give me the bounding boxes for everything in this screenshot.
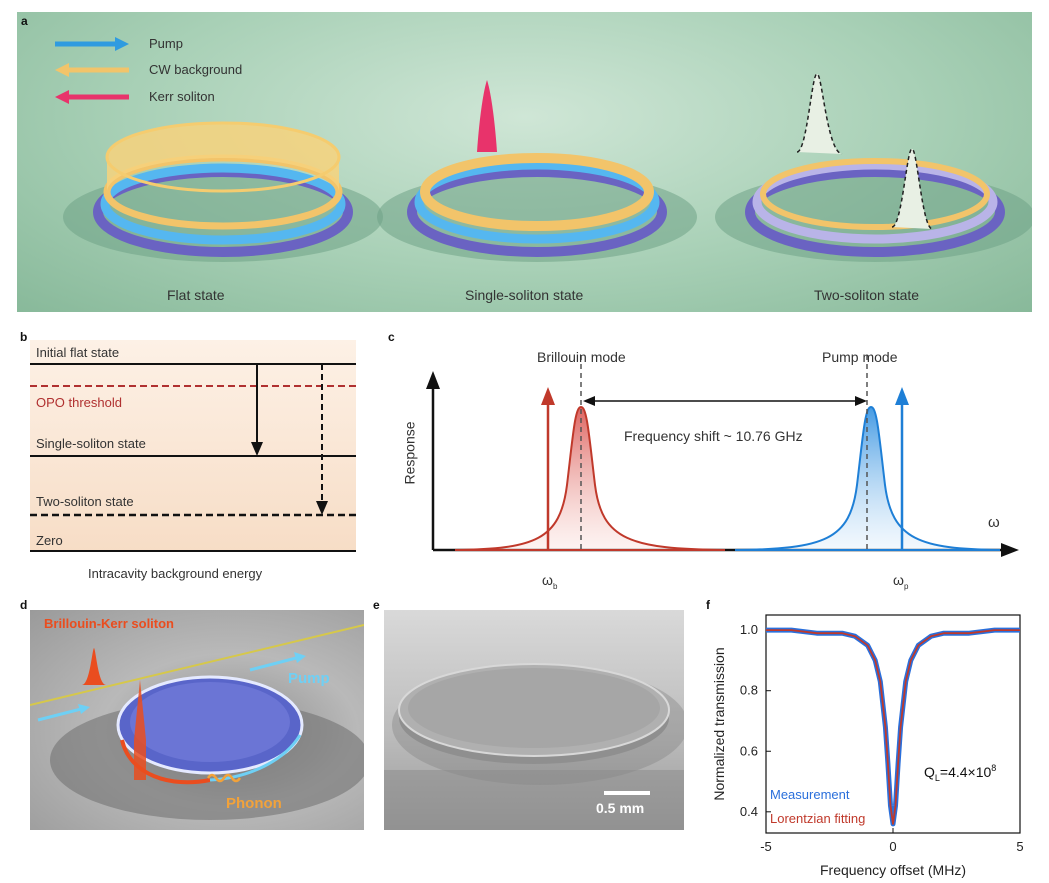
- ring-single-soliton: [377, 80, 697, 262]
- pump-label-d: Pump: [288, 670, 330, 687]
- panel-letter-b: b: [20, 330, 28, 344]
- panel-letter-f: f: [706, 598, 710, 612]
- panel-e: 0.5 mm: [384, 610, 684, 830]
- pump-mode-label: Pump mode: [822, 349, 898, 365]
- y-tick-label: 0.8: [740, 683, 758, 698]
- response-axis-label: Response: [401, 421, 418, 485]
- y-axis-label: Normalized transmission: [711, 647, 727, 800]
- panel-letter-c: c: [388, 330, 395, 344]
- legend-cw-label: CW background: [149, 62, 243, 77]
- panel-a-illustration: [55, 37, 1032, 262]
- panel-c-mode-plot: [426, 355, 1019, 557]
- q-factor-label: QL=4.4×108: [924, 763, 996, 783]
- level-opo-threshold: OPO threshold: [36, 395, 122, 410]
- omega-p-tick: ωp: [893, 572, 909, 591]
- ring-flat: [63, 121, 383, 262]
- brillouin-peak: [454, 405, 726, 551]
- level-two-soliton: Two-soliton state: [36, 494, 134, 509]
- state-label-flat: Flat state: [167, 287, 225, 303]
- legend-lorentzian-fitting: Lorentzian fitting: [770, 811, 865, 826]
- panel-a: a Pump CW background Kerr soliton Flat s…: [17, 12, 1032, 312]
- legend-measurement: Measurement: [770, 787, 850, 802]
- state-label-single: Single-soliton state: [465, 287, 584, 303]
- x-tick-label: 5: [1016, 839, 1023, 854]
- omega-b-tick: ωb: [542, 572, 558, 591]
- panel-b-xlabel: Intracavity background energy: [88, 566, 263, 581]
- legend-kerr-label: Kerr soliton: [149, 89, 215, 104]
- legend-pump-label: Pump: [149, 36, 183, 51]
- ring-two-soliton: [715, 73, 1032, 262]
- panel-d: Brillouin-Kerr soliton Pump Phonon: [30, 610, 364, 830]
- x-axis-label: Frequency offset (MHz): [820, 862, 966, 878]
- y-tick-label: 1.0: [740, 622, 758, 637]
- resonator-sem-image: [384, 663, 684, 830]
- panel-letter-e: e: [373, 598, 380, 612]
- panel-letter-d: d: [20, 598, 28, 612]
- y-tick-label: 0.4: [740, 804, 758, 819]
- frequency-shift-label: Frequency shift ~ 10.76 GHz: [624, 428, 803, 444]
- legend-arrows: [55, 37, 129, 104]
- brillouin-kerr-soliton-label: Brillouin-Kerr soliton: [44, 616, 174, 631]
- y-tick-label: 0.6: [740, 743, 758, 758]
- omega-axis-label: ω: [988, 514, 1000, 531]
- x-tick-label: 0: [889, 839, 896, 854]
- transmission-chart: -5 0 5 0.4 0.6 0.8 1.0 Frequency offset (MHz) No…: [711, 614, 1024, 878]
- brillouin-mode-label: Brillouin mode: [537, 349, 626, 365]
- state-label-two: Two-soliton state: [814, 287, 920, 303]
- phonon-label: Phonon: [226, 795, 282, 812]
- level-initial-flat: Initial flat state: [36, 345, 120, 360]
- energy-diagram: [30, 363, 356, 552]
- panel-d-illustration: [30, 624, 364, 820]
- panel-b: Initial flat state OPO threshold Single-…: [30, 340, 356, 552]
- scale-bar-label: 0.5 mm: [596, 800, 645, 816]
- lorentzian-fit-line: [766, 629, 1020, 825]
- x-tick-label: -5: [760, 839, 772, 854]
- level-zero: Zero: [36, 533, 63, 548]
- panel-letter-a: a: [21, 14, 28, 28]
- level-single-soliton: Single-soliton state: [36, 436, 146, 451]
- pump-peak: [734, 405, 1001, 551]
